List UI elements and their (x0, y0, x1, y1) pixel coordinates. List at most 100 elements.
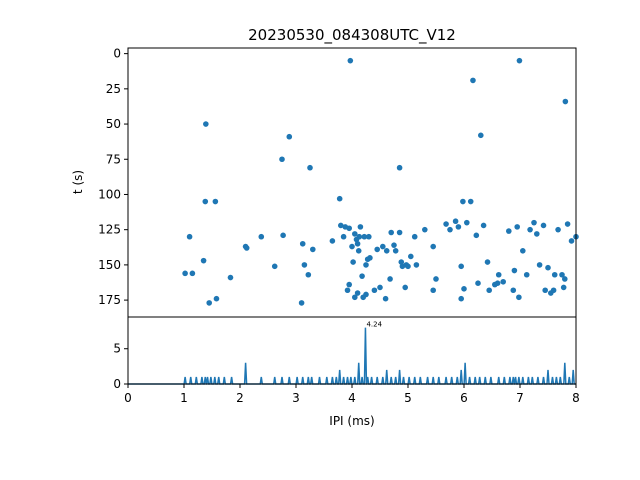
scatter-point (486, 287, 493, 294)
scatter-point (307, 164, 313, 171)
scatter-point (398, 259, 405, 265)
scatter-points (182, 57, 579, 306)
scatter-point (371, 287, 378, 294)
scatter-point (182, 270, 188, 277)
scatter-point (359, 273, 365, 279)
y-tick-label: 50 (106, 117, 121, 131)
scatter-point (213, 295, 220, 302)
scatter-point (352, 294, 358, 301)
scatter-point (433, 276, 439, 282)
histogram-x-ticks: 0 1 2 3 4 5 6 7 8 (124, 384, 580, 405)
scatter-point (550, 287, 557, 294)
peak-annotation: 4.24 (366, 321, 382, 329)
scatter-point (564, 221, 571, 227)
scatter-point (408, 253, 414, 260)
scatter-point (422, 226, 428, 233)
scatter-point (545, 264, 551, 271)
scatter-y-axis-label: t (s) (71, 170, 85, 194)
scatter-point (551, 271, 558, 278)
scatter-point (478, 132, 484, 139)
scatter-point (200, 257, 207, 264)
scatter-point (366, 233, 372, 240)
scatter-point (280, 232, 286, 239)
scatter-point (206, 300, 212, 306)
chart-title: 20230530_084308UTC_V12 (248, 26, 456, 45)
scatter-point (484, 259, 491, 265)
y-tick-label: 75 (106, 152, 121, 166)
scatter-point (354, 290, 361, 296)
scatter-point (329, 238, 336, 244)
x-axis-label: IPI (ms) (329, 414, 374, 428)
scatter-point (467, 198, 474, 205)
y-tick-label: 5 (113, 342, 121, 356)
scatter-point (299, 240, 306, 247)
scatter-point (562, 276, 568, 282)
scatter-point (380, 243, 386, 250)
scatter-point (492, 281, 498, 288)
scatter-point (186, 233, 193, 240)
scatter-point (212, 198, 219, 205)
x-tick-label: 3 (292, 391, 300, 405)
scatter-point (227, 274, 234, 281)
scatter-point (559, 271, 565, 278)
scatter-point (374, 246, 381, 253)
scatter-point (382, 295, 389, 302)
scatter-point (355, 248, 362, 254)
scatter-point (396, 229, 403, 236)
scatter-point (495, 271, 502, 278)
scatter-point (452, 218, 459, 225)
scatter-point (531, 219, 537, 226)
scatter-point (271, 263, 278, 270)
y-tick-label: 25 (106, 82, 121, 96)
scatter-point (388, 229, 395, 236)
scatter-point (500, 278, 507, 285)
scatter-point (298, 300, 305, 306)
scatter-point (367, 255, 373, 261)
scatter-point (475, 280, 481, 286)
scatter-point (511, 267, 518, 274)
scatter-point (286, 133, 293, 140)
scatter-point (542, 287, 548, 294)
scatter-point (377, 284, 383, 291)
scatter-point (189, 270, 196, 277)
scatter-y-ticks: 0 25 50 75 100 125 150 175 (98, 47, 128, 307)
scatter-point (523, 271, 530, 278)
x-tick-label: 0 (124, 391, 132, 405)
scatter-point (350, 259, 356, 265)
scatter-point (391, 242, 397, 248)
scatter-point (305, 271, 312, 278)
scatter-point (346, 281, 353, 288)
x-tick-label: 8 (572, 391, 580, 405)
scatter-point (473, 232, 480, 239)
scatter-plot: 0 25 50 75 100 125 150 175 t (s) (71, 47, 579, 318)
scatter-point (520, 248, 526, 254)
scatter-point (568, 238, 575, 244)
scatter-point (258, 233, 265, 240)
scatter-point (383, 248, 390, 254)
scatter-point (363, 291, 369, 298)
scatter-point (430, 243, 437, 250)
scatter-point (310, 246, 316, 253)
y-tick-label: 175 (98, 293, 121, 307)
scatter-point (461, 286, 467, 292)
scatter-point (455, 224, 462, 230)
scatter-point (540, 222, 547, 229)
scatter-point (516, 294, 522, 301)
scatter-point (361, 233, 368, 240)
scatter-point (357, 224, 364, 230)
scatter-point (352, 231, 358, 237)
scatter-point (562, 98, 569, 105)
x-tick-label: 6 (460, 391, 468, 405)
scatter-point (534, 231, 540, 237)
x-tick-label: 2 (236, 391, 244, 405)
x-tick-label: 1 (180, 391, 188, 405)
scatter-point (202, 198, 209, 205)
scatter-point (344, 287, 351, 294)
scatter-point (447, 226, 453, 233)
scatter-point (506, 228, 512, 234)
scatter-point (392, 248, 399, 254)
y-tick-label: 100 (98, 187, 121, 201)
scatter-point (356, 233, 363, 240)
